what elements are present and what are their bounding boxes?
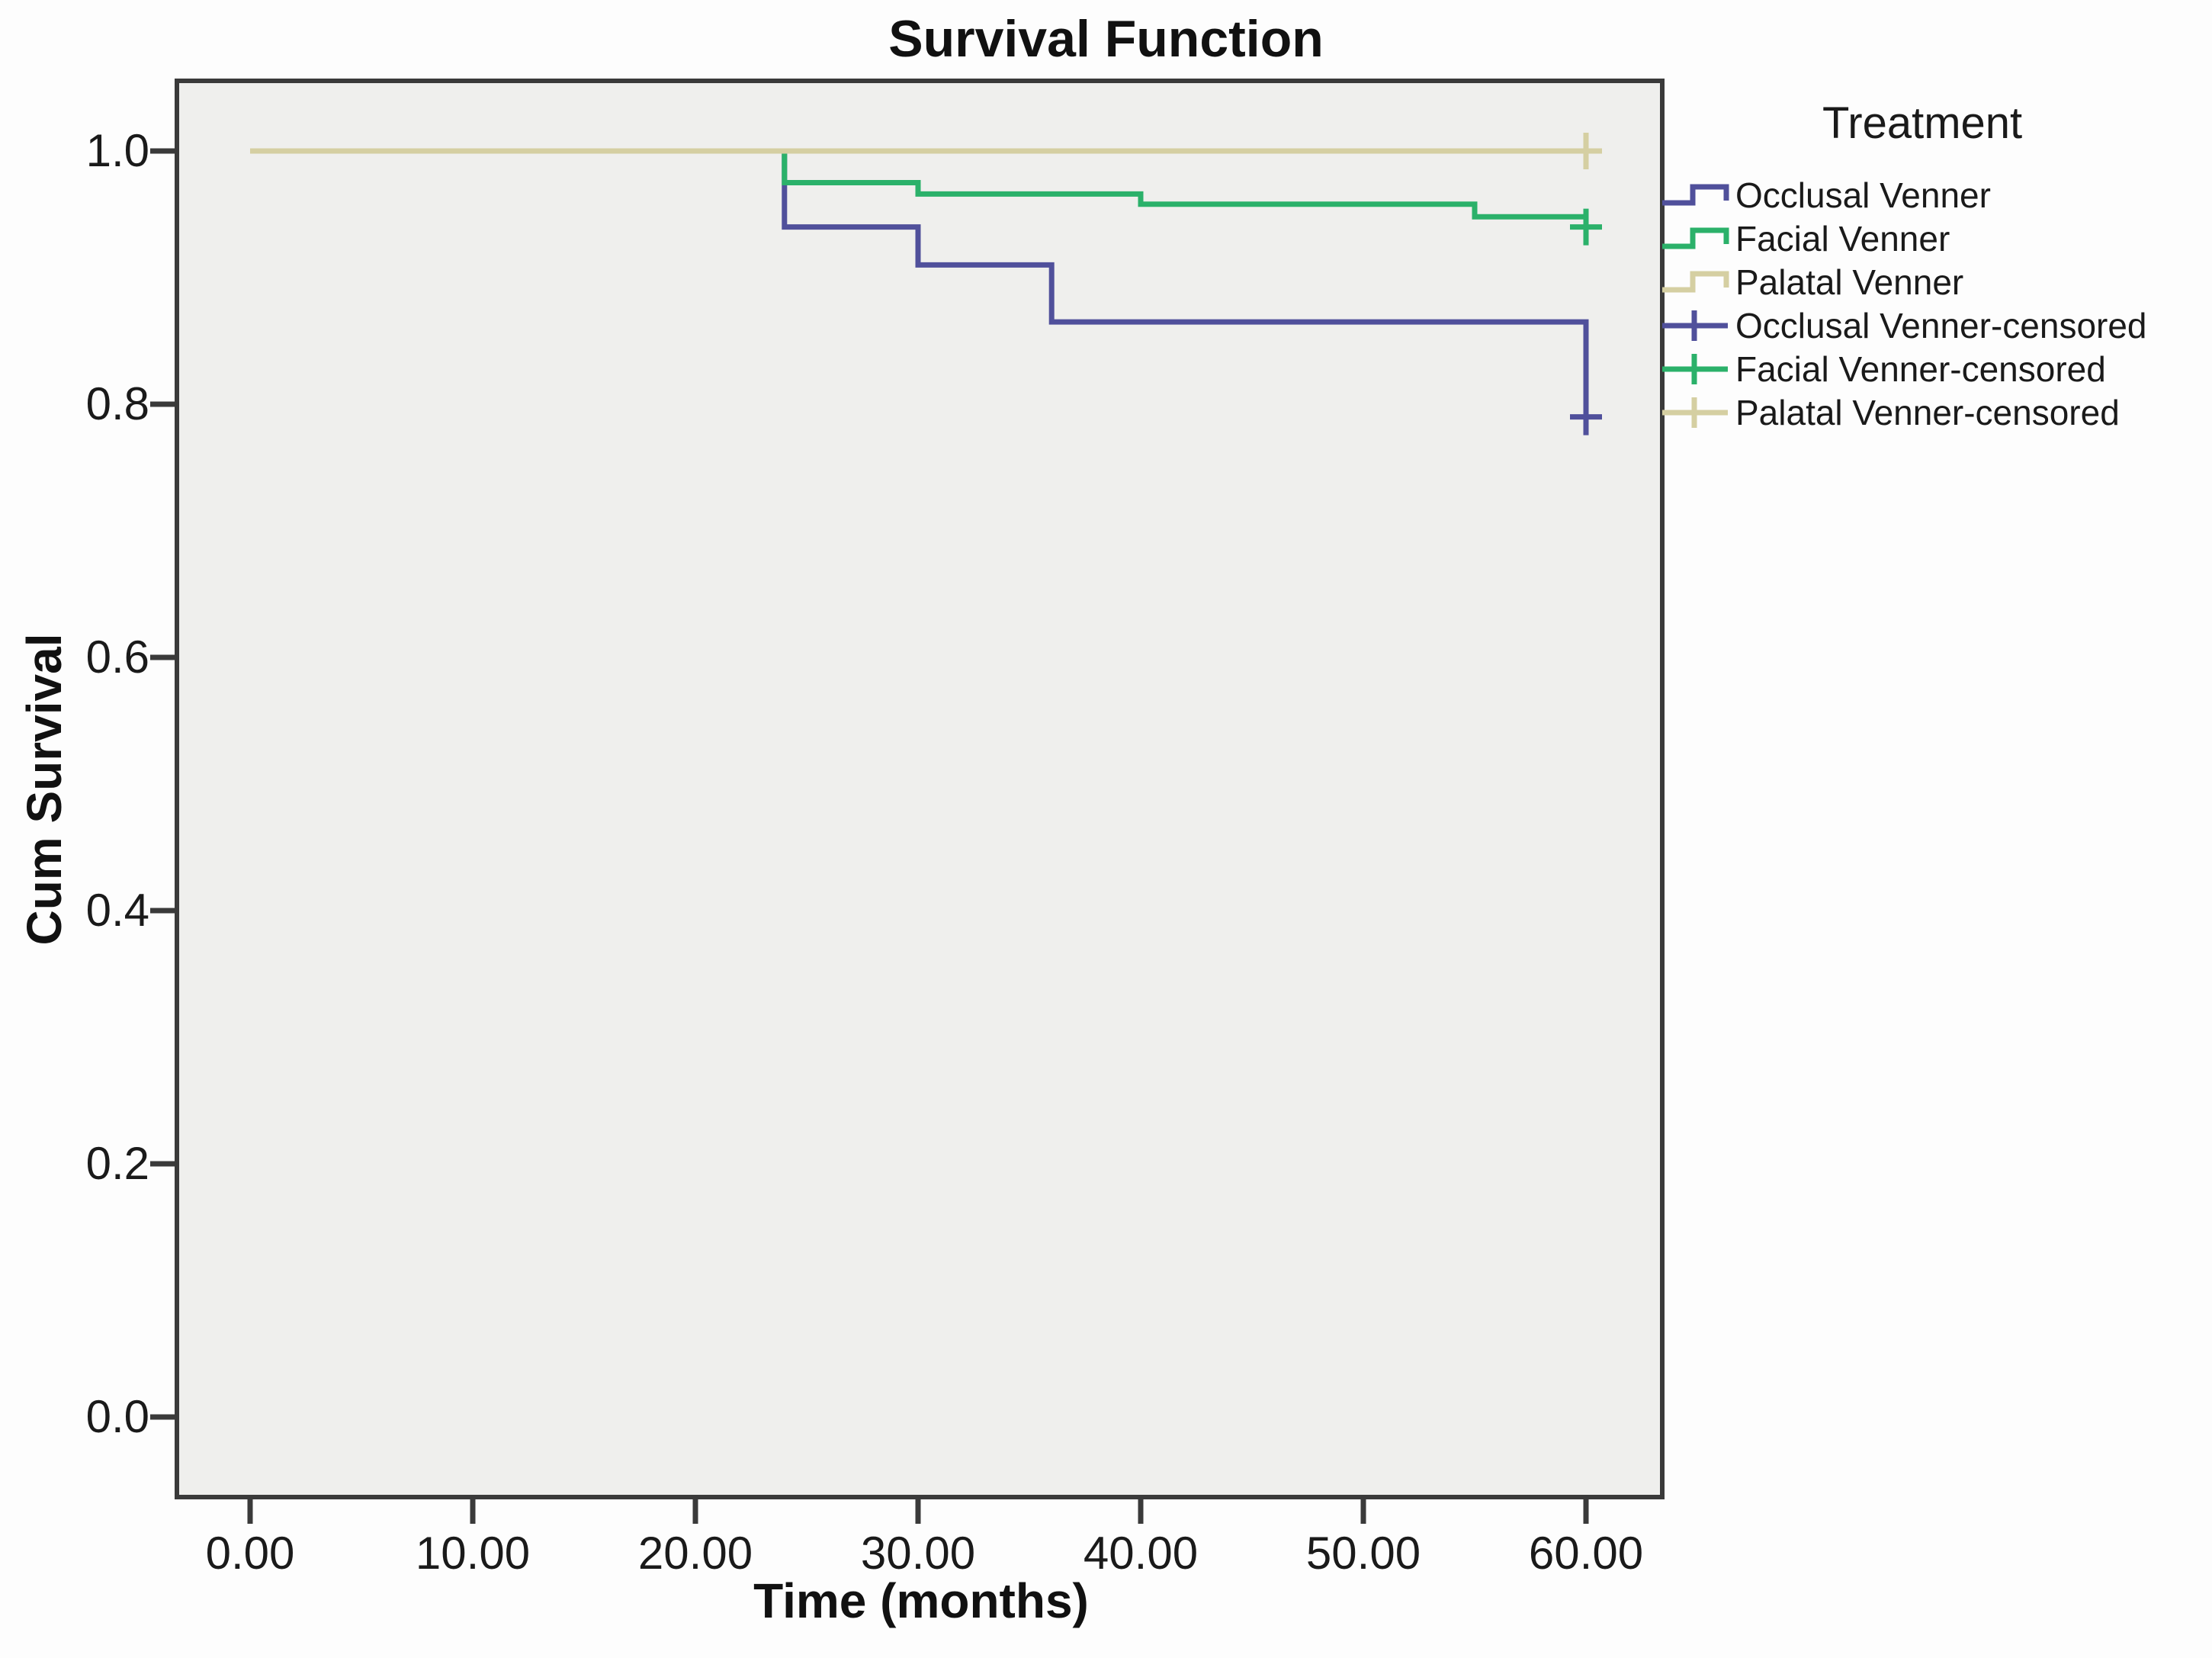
legend-label: Occlusal Venner — [1735, 175, 1991, 215]
y-axis-label: Cum Survival — [17, 633, 72, 946]
x-tick-label: 50.00 — [1305, 1528, 1421, 1579]
step-line — [1662, 184, 1729, 205]
plot-area — [175, 79, 1665, 1499]
x-tick-label: 60.00 — [1528, 1528, 1644, 1579]
y-tick-label: 0.0 — [85, 1391, 149, 1442]
legend-label: Facial Venner — [1735, 218, 1950, 259]
cross-icon — [1662, 353, 1728, 384]
y-tick-label: 0.4 — [85, 885, 149, 936]
legend-row: Occlusal Venner — [1661, 173, 2210, 217]
y-tick-label: 0.6 — [85, 631, 149, 683]
survival-curve-facial-venner — [250, 148, 1589, 227]
legend-label: Palatal Venner-censored — [1735, 392, 2120, 432]
legend-label: Facial Venner-censored — [1735, 349, 2106, 389]
x-tick-label: 10.00 — [415, 1528, 531, 1579]
legend-row: Occlusal Venner-censored — [1661, 304, 2210, 347]
x-tick-label: 0.00 — [205, 1528, 295, 1579]
legend-row: Facial Venner — [1661, 217, 2210, 260]
legend: Treatment Occlusal Venner Facial Venner Pa… — [1661, 98, 2210, 434]
y-tick-label: 0.8 — [85, 378, 149, 429]
legend-title: Treatment — [1822, 98, 2023, 148]
legend-items: Occlusal Venner Facial Venner Palatal Venn… — [1661, 173, 2210, 434]
step-icon — [1662, 227, 1729, 249]
step-icon — [1662, 184, 1729, 205]
step-icon — [1662, 271, 1729, 292]
x-tick-label: 40.00 — [1083, 1528, 1199, 1579]
legend-row: Facial Venner-censored — [1661, 347, 2210, 390]
x-tick-label: 20.00 — [637, 1528, 753, 1579]
step-line — [1662, 271, 1729, 292]
cross-icon — [1662, 397, 1728, 428]
y-tick-label: 0.2 — [85, 1138, 149, 1189]
x-tick-label: 30.00 — [860, 1528, 976, 1579]
legend-row: Palatal Venner-censored — [1661, 390, 2210, 434]
cross-icon — [1662, 310, 1728, 341]
legend-label: Palatal Venner — [1735, 262, 1964, 302]
chart-title: Survival Function — [888, 10, 1324, 68]
x-axis-label: Time (months) — [753, 1573, 1089, 1628]
y-tick-label: 1.0 — [85, 125, 149, 176]
legend-row: Palatal Venner — [1661, 260, 2210, 304]
step-line — [1662, 227, 1729, 249]
legend-label: Occlusal Venner-censored — [1735, 305, 2147, 345]
